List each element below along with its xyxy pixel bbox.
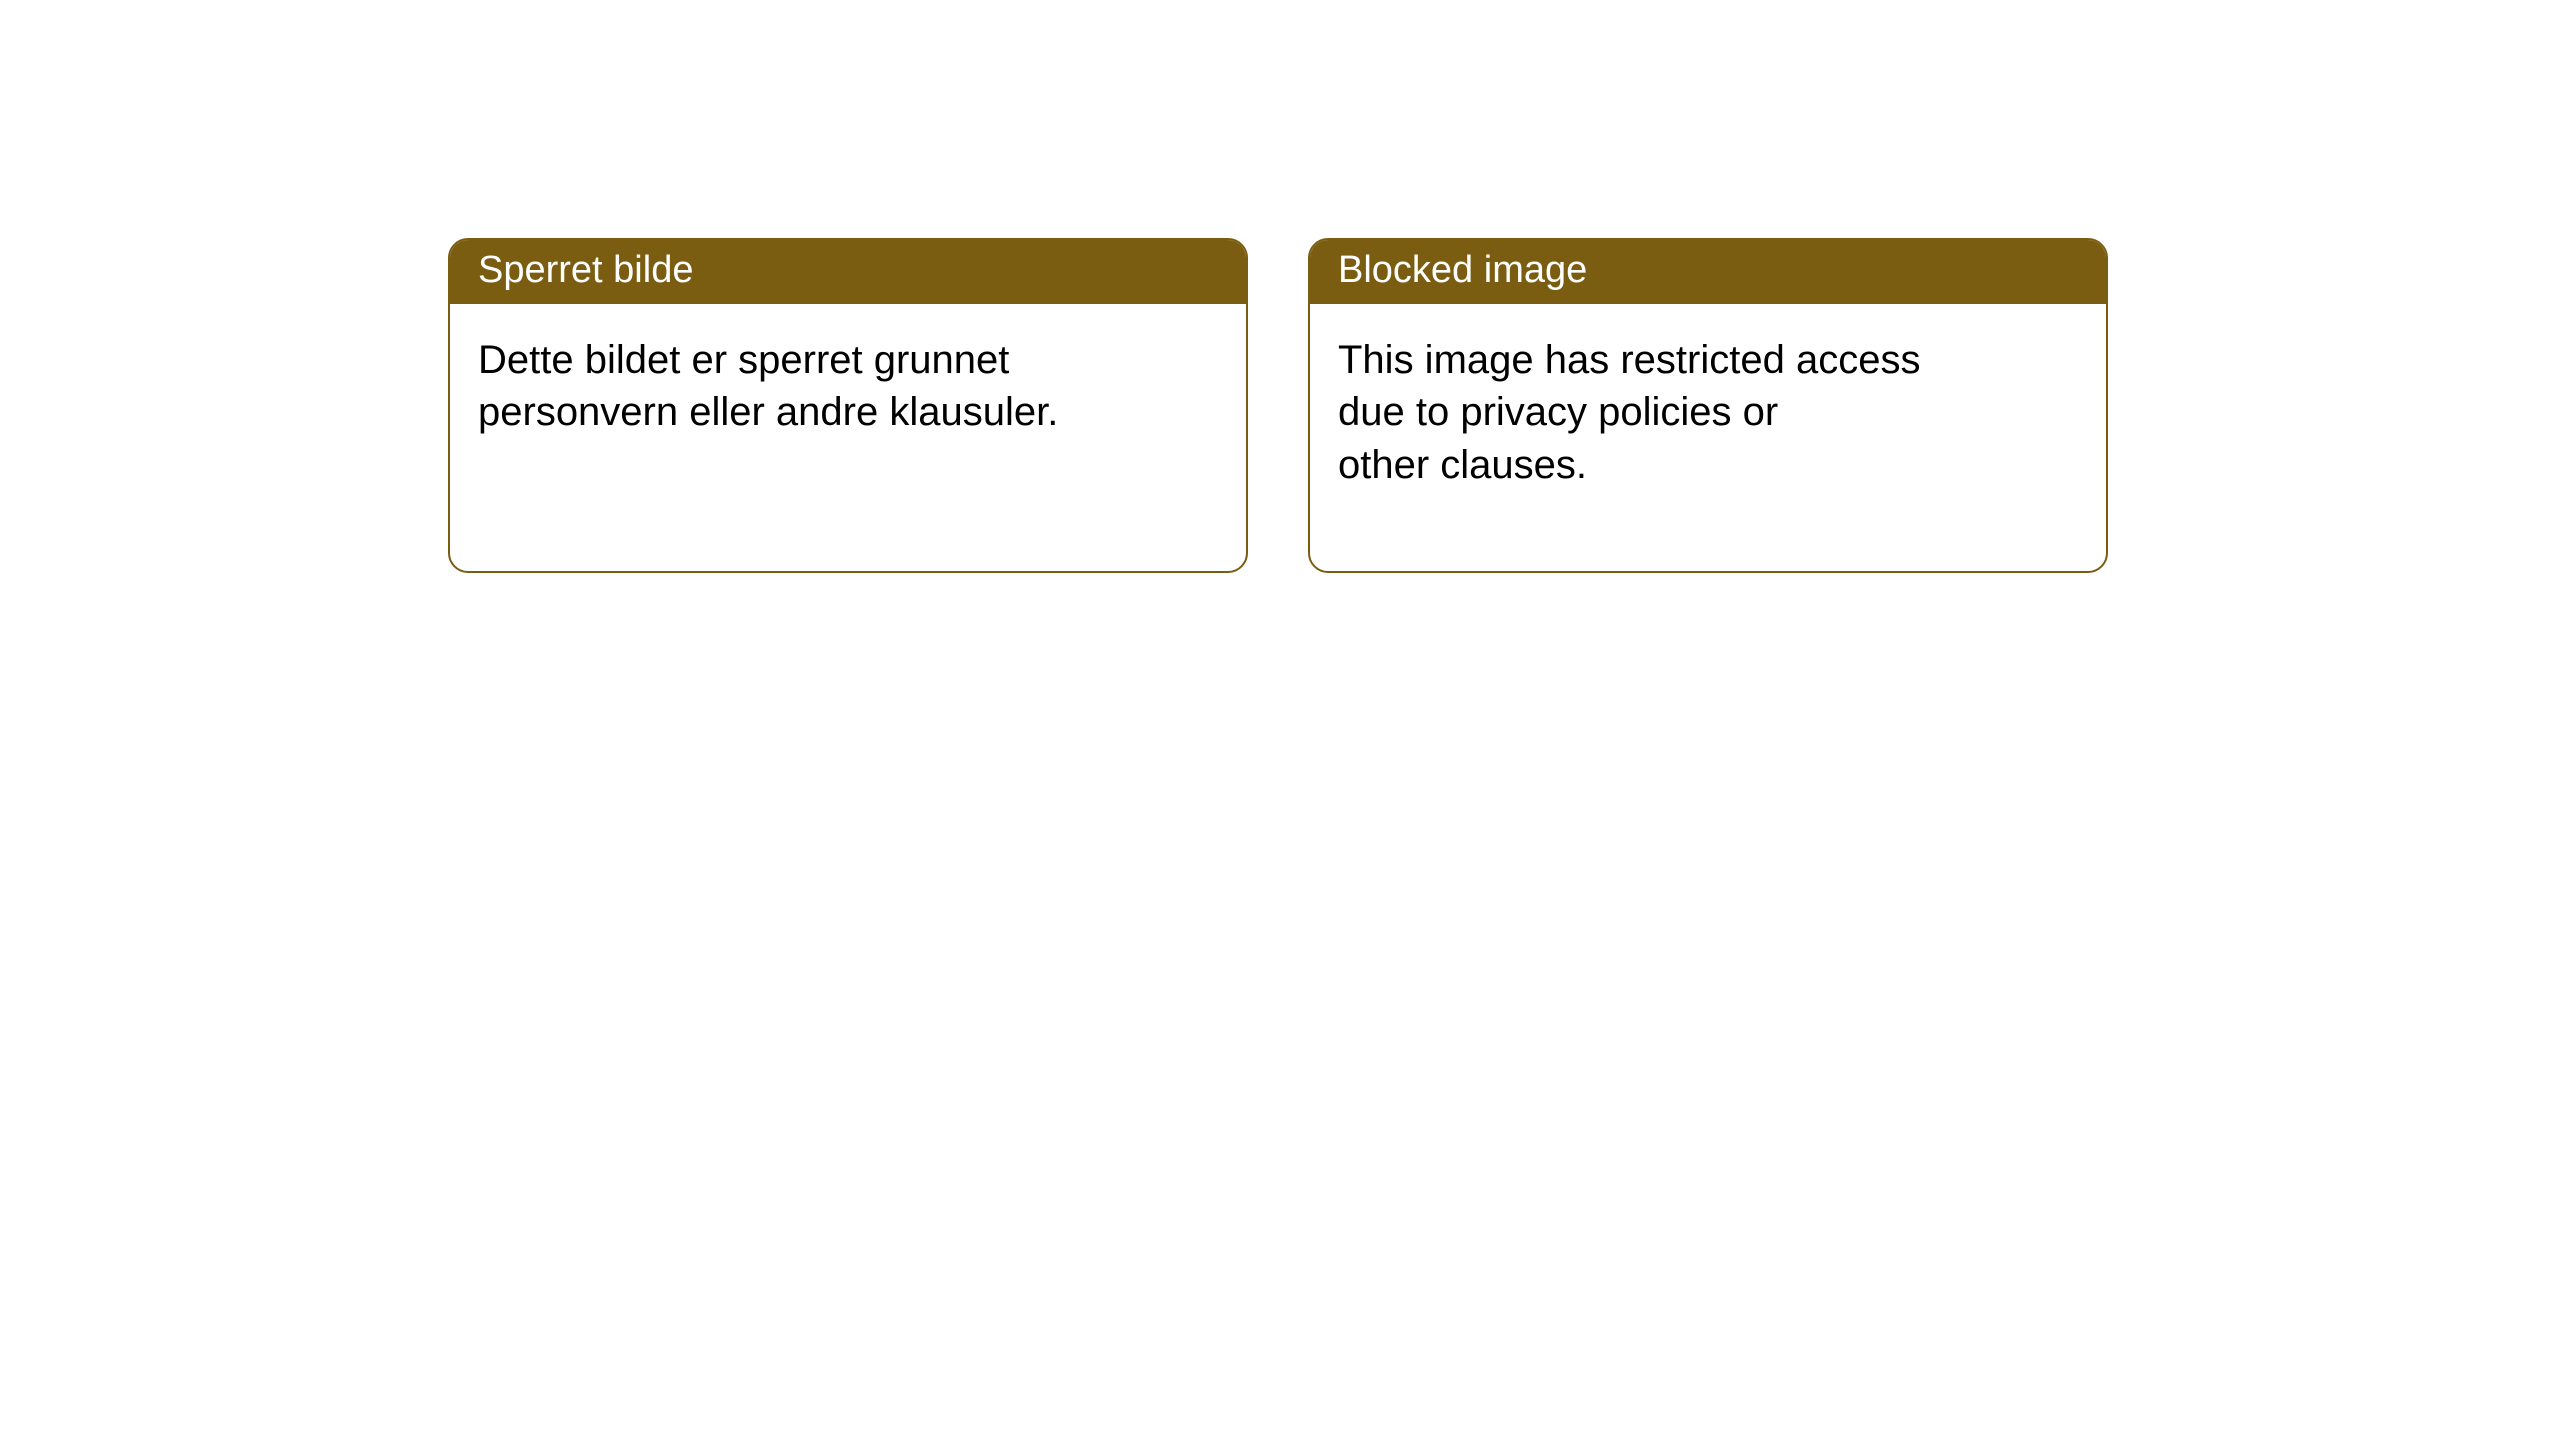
notice-card-title-en: Blocked image [1310, 240, 2106, 304]
notice-cards-container: Sperret bilde Dette bildet er sperret gr… [448, 238, 2108, 573]
notice-card-body-en: This image has restricted access due to … [1310, 304, 2106, 522]
notice-card-title-no: Sperret bilde [450, 240, 1246, 304]
notice-card-no: Sperret bilde Dette bildet er sperret gr… [448, 238, 1248, 573]
notice-card-body-no: Dette bildet er sperret grunnet personve… [450, 304, 1246, 470]
notice-card-en: Blocked image This image has restricted … [1308, 238, 2108, 573]
